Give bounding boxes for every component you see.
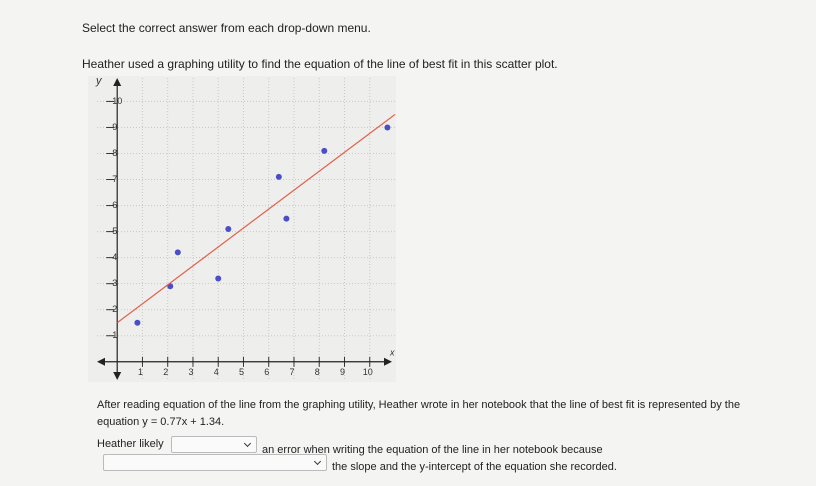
scatter-point — [275, 173, 282, 180]
question: Heather used a graphing utility to find … — [82, 57, 558, 71]
instruction: Select the correct answer from each drop… — [82, 21, 371, 35]
x-axis-label: x — [389, 347, 395, 357]
y-tick-label: 6 — [112, 200, 117, 210]
passage: After reading equation of the line from … — [97, 399, 741, 428]
x-tick-label: 3 — [188, 367, 193, 377]
y-axis-label: y — [95, 75, 103, 87]
x-tick-label: 6 — [264, 367, 269, 377]
dropdown[interactable] — [171, 436, 257, 453]
y-tick-label: 7 — [112, 174, 117, 184]
answer-text: the slope and the y-intercept of the equ… — [332, 461, 617, 473]
x-tick-label: 2 — [163, 367, 168, 377]
scatter-point — [321, 147, 328, 154]
y-tick-label: 1 — [112, 330, 117, 340]
y-tick-label: 3 — [112, 278, 117, 288]
scatter-point — [174, 249, 181, 256]
y-tick-label: 2 — [112, 304, 117, 314]
answer-text: an error when writing the equation of th… — [262, 444, 603, 456]
scatter-point — [283, 215, 290, 222]
answer-text: Heather likely — [97, 438, 164, 450]
x-tick-label: 5 — [239, 367, 244, 377]
y-tick-label: 9 — [112, 122, 117, 132]
fit-line — [116, 113, 396, 324]
y-tick-label: 4 — [112, 252, 117, 262]
scatter-point — [225, 226, 232, 232]
scatter-point — [215, 275, 222, 282]
x-tick-label: 4 — [214, 367, 219, 377]
y-tick-label: 8 — [112, 148, 117, 158]
dropdown[interactable] — [103, 454, 327, 471]
scatter-point — [134, 319, 141, 326]
x-tick-label: 1 — [138, 367, 143, 377]
scatter-point — [384, 124, 391, 131]
x-tick-label: 9 — [340, 367, 345, 377]
x-tick-label: 10 — [363, 367, 373, 377]
x-tick-label: 8 — [315, 367, 320, 377]
y-tick-label: 5 — [112, 226, 117, 236]
x-tick-label: 7 — [289, 367, 294, 377]
